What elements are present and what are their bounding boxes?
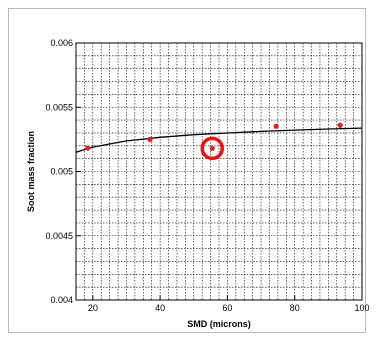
x-axis-label: SMD (microns) xyxy=(187,319,251,329)
y-tick-label: 0.005 xyxy=(50,167,73,177)
x-tick-label: 80 xyxy=(290,303,300,313)
data-point xyxy=(209,145,215,151)
y-tick-label: 0.0045 xyxy=(45,231,73,241)
data-point xyxy=(337,122,343,128)
data-point xyxy=(147,136,153,142)
y-axis-ticks: 0.004 0.0045 0.005 0.0055 0.006 xyxy=(45,38,81,305)
data-point xyxy=(273,123,279,129)
y-axis-label: Soot mass fraction xyxy=(26,131,36,212)
x-tick-label: 40 xyxy=(155,303,165,313)
y-tick-label: 0.006 xyxy=(50,38,73,48)
data-points xyxy=(85,122,343,151)
grid-minor xyxy=(76,43,362,300)
highlight-circle xyxy=(200,136,225,161)
data-point xyxy=(85,145,91,151)
x-tick-label: 20 xyxy=(88,303,98,313)
x-axis-ticks: 20 40 60 80 100 xyxy=(88,295,370,313)
x-tick-label: 100 xyxy=(354,303,369,313)
fit-curve xyxy=(75,127,363,153)
y-tick-label: 0.004 xyxy=(50,295,73,305)
chart-frame xyxy=(8,8,366,333)
y-tick-label: 0.0055 xyxy=(45,102,73,112)
x-tick-label: 60 xyxy=(222,303,232,313)
